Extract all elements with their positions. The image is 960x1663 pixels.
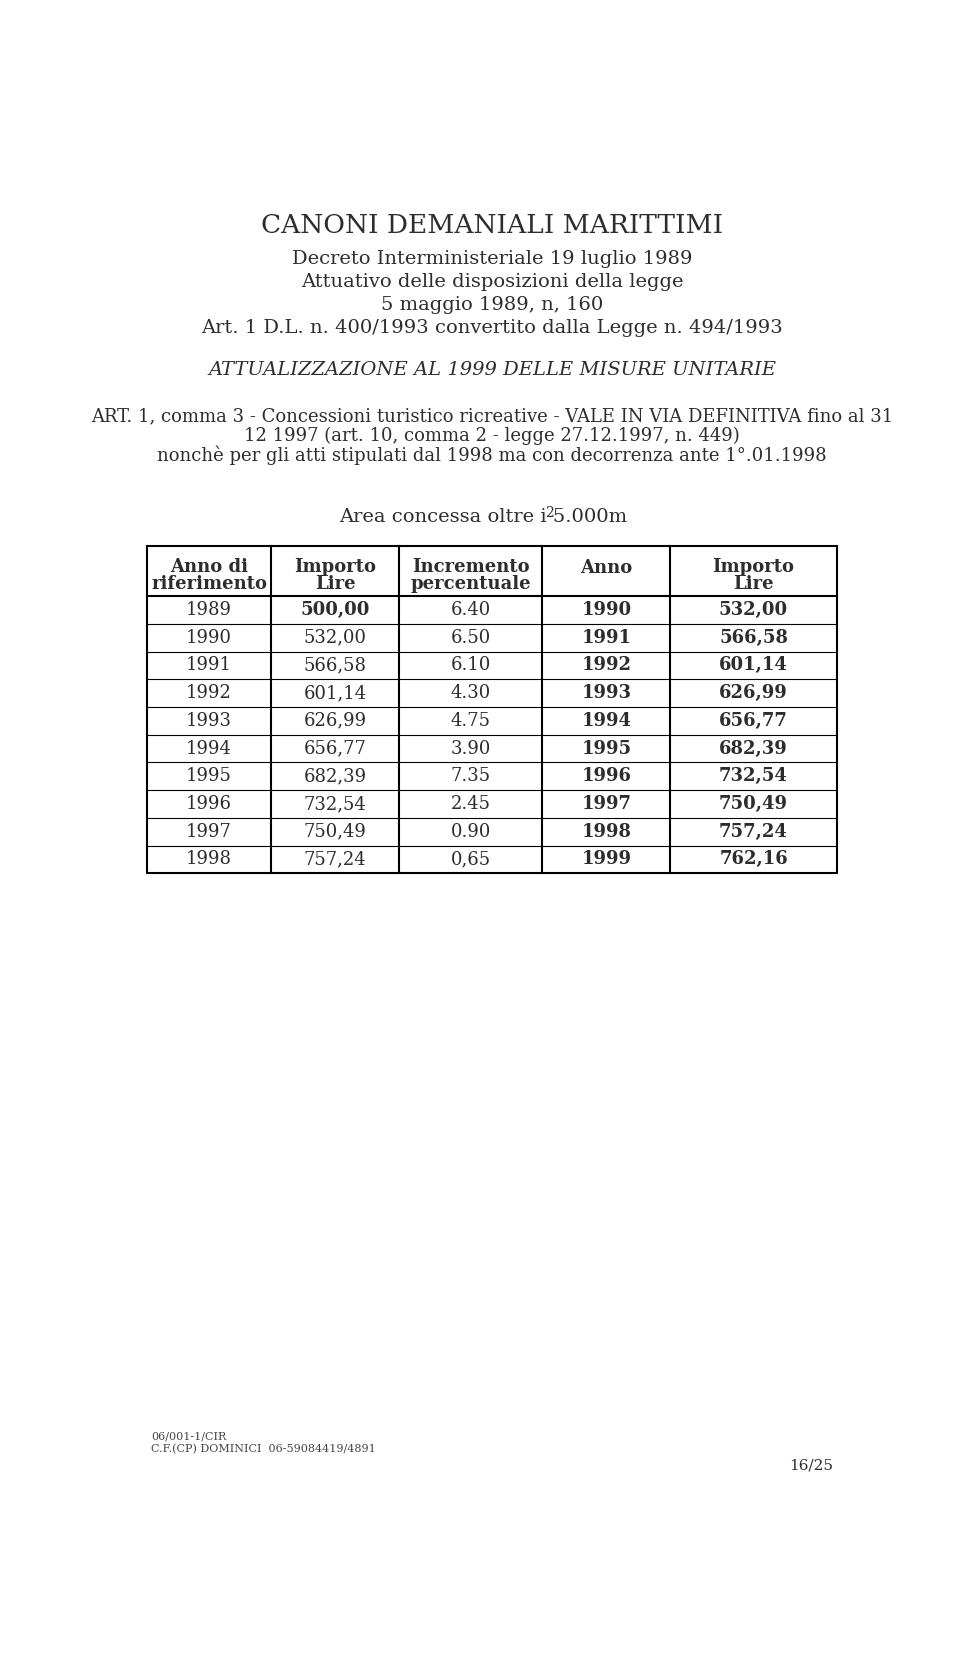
Text: 626,99: 626,99	[719, 683, 788, 702]
Text: 2: 2	[545, 506, 554, 521]
Text: 0.90: 0.90	[450, 823, 491, 841]
Text: Anno: Anno	[580, 559, 633, 577]
Text: 1996: 1996	[582, 767, 632, 785]
Text: 601,14: 601,14	[303, 683, 367, 702]
Text: ART. 1, comma 3 - Concessioni turistico ricreative - VALE IN VIA DEFINITIVA fino: ART. 1, comma 3 - Concessioni turistico …	[91, 407, 893, 426]
Text: Decreto Interministeriale 19 luglio 1989: Decreto Interministeriale 19 luglio 1989	[292, 249, 692, 268]
Text: 1998: 1998	[186, 850, 232, 868]
Text: 1991: 1991	[582, 629, 632, 647]
Text: nonchè per gli atti stipulati dal 1998 ma con decorrenza ante 1°.01.1998: nonchè per gli atti stipulati dal 1998 m…	[157, 446, 827, 466]
Text: 1994: 1994	[186, 740, 232, 758]
Text: 732,54: 732,54	[303, 795, 367, 813]
Text: 656,77: 656,77	[303, 740, 367, 758]
Text: percentuale: percentuale	[410, 575, 531, 594]
Text: 1999: 1999	[582, 850, 632, 868]
Text: 1993: 1993	[186, 712, 232, 730]
Text: 1990: 1990	[186, 629, 232, 647]
Text: 532,00: 532,00	[303, 629, 367, 647]
Text: Incremento: Incremento	[412, 559, 530, 577]
Text: 566,58: 566,58	[719, 629, 788, 647]
Text: Lire: Lire	[733, 575, 774, 594]
Text: C.F.(CP) DOMINICI  06-59084419/4891: C.F.(CP) DOMINICI 06-59084419/4891	[151, 1443, 375, 1453]
Text: 0,65: 0,65	[450, 850, 491, 868]
Text: 5 maggio 1989, n, 160: 5 maggio 1989, n, 160	[381, 296, 603, 314]
Text: 1989: 1989	[186, 600, 232, 619]
Text: 1990: 1990	[581, 600, 632, 619]
Text: 626,99: 626,99	[303, 712, 367, 730]
Text: 1996: 1996	[186, 795, 232, 813]
Text: 1992: 1992	[582, 657, 632, 675]
Text: 732,54: 732,54	[719, 767, 788, 785]
Text: 06/001-1/CIR: 06/001-1/CIR	[151, 1432, 227, 1442]
Text: Importo: Importo	[712, 559, 795, 577]
Text: Lire: Lire	[315, 575, 355, 594]
Text: 6.50: 6.50	[450, 629, 491, 647]
Text: 4.75: 4.75	[450, 712, 491, 730]
Text: 2.45: 2.45	[450, 795, 491, 813]
Text: 682,39: 682,39	[303, 767, 367, 785]
Text: 1997: 1997	[582, 795, 632, 813]
Text: CANONI DEMANIALI MARITTIMI: CANONI DEMANIALI MARITTIMI	[261, 213, 723, 238]
Text: 750,49: 750,49	[303, 823, 367, 841]
Text: Area concessa oltre i 5.000m: Area concessa oltre i 5.000m	[339, 507, 627, 526]
Text: 1991: 1991	[186, 657, 232, 675]
Text: 7.35: 7.35	[450, 767, 491, 785]
Text: 1994: 1994	[582, 712, 632, 730]
Text: 762,16: 762,16	[719, 850, 788, 868]
Text: 4.30: 4.30	[450, 683, 491, 702]
Text: 1995: 1995	[581, 740, 632, 758]
Text: Importo: Importo	[294, 559, 376, 577]
Text: 6.10: 6.10	[450, 657, 491, 675]
Text: 500,00: 500,00	[300, 600, 370, 619]
Text: 532,00: 532,00	[719, 600, 788, 619]
Text: 1995: 1995	[186, 767, 232, 785]
Text: 6.40: 6.40	[450, 600, 491, 619]
Text: 3.90: 3.90	[450, 740, 491, 758]
Bar	[147, 545, 837, 873]
Text: 1997: 1997	[186, 823, 232, 841]
Text: Anno di: Anno di	[170, 559, 248, 577]
Text: 656,77: 656,77	[719, 712, 788, 730]
Text: riferimento: riferimento	[151, 575, 267, 594]
Text: 16/25: 16/25	[789, 1458, 833, 1472]
Text: 601,14: 601,14	[719, 657, 788, 675]
Text: 566,58: 566,58	[303, 657, 367, 675]
Text: 1998: 1998	[582, 823, 632, 841]
Text: Art. 1 D.L. n. 400/1993 convertito dalla Legge n. 494/1993: Art. 1 D.L. n. 400/1993 convertito dalla…	[202, 319, 782, 338]
Text: 1992: 1992	[186, 683, 232, 702]
Text: 12 1997 (art. 10, comma 2 - legge 27.12.1997, n. 449): 12 1997 (art. 10, comma 2 - legge 27.12.…	[244, 427, 740, 446]
Text: 757,24: 757,24	[719, 823, 788, 841]
Text: ATTUALIZZAZIONE AL 1999 DELLE MISURE UNITARIE: ATTUALIZZAZIONE AL 1999 DELLE MISURE UNI…	[208, 361, 776, 379]
Text: 682,39: 682,39	[719, 740, 788, 758]
Text: 750,49: 750,49	[719, 795, 788, 813]
Text: 757,24: 757,24	[303, 850, 367, 868]
Text: Attuativo delle disposizioni della legge: Attuativo delle disposizioni della legge	[300, 273, 684, 291]
Text: 1993: 1993	[582, 683, 632, 702]
